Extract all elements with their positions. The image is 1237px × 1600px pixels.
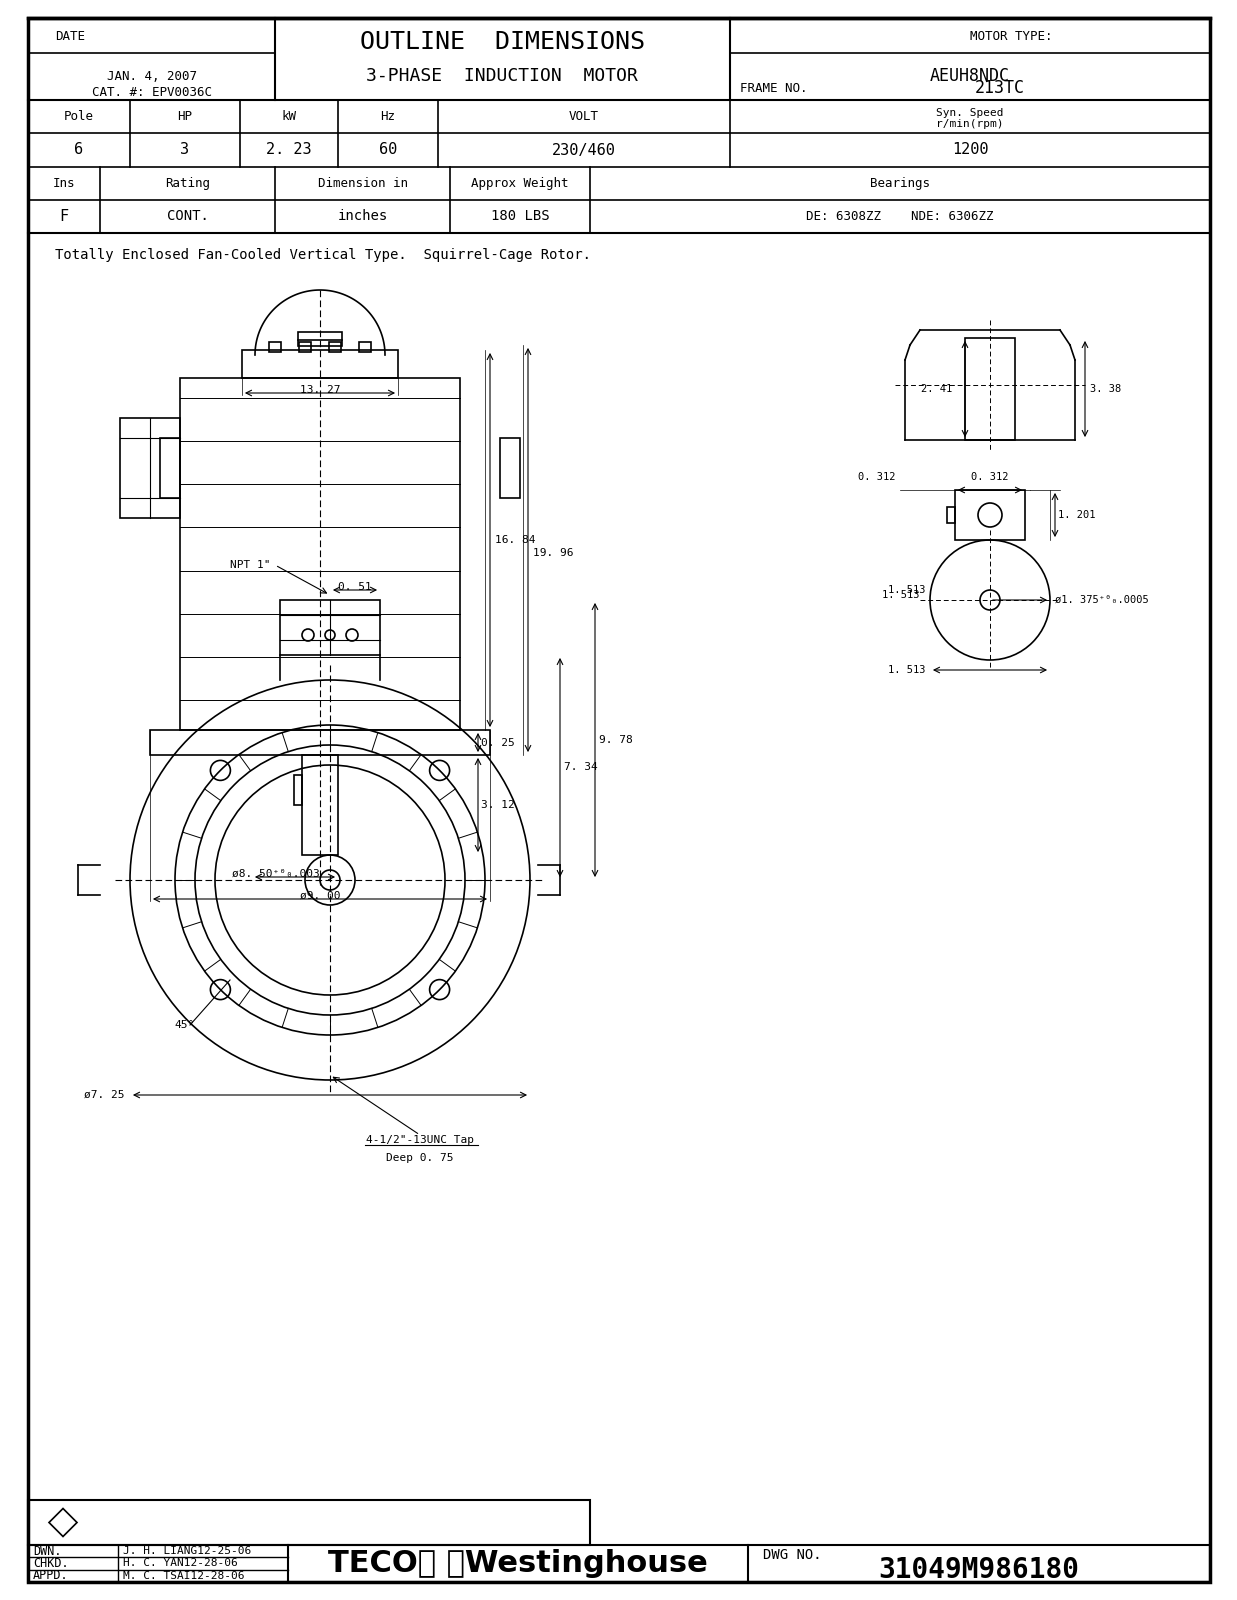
- Text: kW: kW: [282, 110, 297, 123]
- Text: 2. 41: 2. 41: [920, 384, 952, 394]
- Text: ø9. 00: ø9. 00: [299, 891, 340, 901]
- Text: J. H. LIANG12-25-06: J. H. LIANG12-25-06: [122, 1546, 251, 1557]
- Text: CAT. #: EPV0036C: CAT. #: EPV0036C: [92, 85, 212, 99]
- Text: 7. 34: 7. 34: [564, 763, 597, 773]
- Bar: [359, 342, 371, 352]
- Text: 3-PHASE  INDUCTION  MOTOR: 3-PHASE INDUCTION MOTOR: [366, 67, 638, 85]
- Text: OUTLINE  DIMENSIONS: OUTLINE DIMENSIONS: [360, 30, 644, 54]
- Text: 45°: 45°: [174, 1021, 195, 1030]
- Bar: [298, 333, 341, 346]
- Text: 1. 513: 1. 513: [887, 586, 925, 595]
- Text: Totally Enclosed Fan-Cooled Vertical Type.  Squirrel-Cage Rotor.: Totally Enclosed Fan-Cooled Vertical Typ…: [54, 248, 591, 262]
- Text: 213TC: 213TC: [975, 78, 1025, 98]
- Text: CONT.: CONT.: [167, 210, 209, 224]
- Text: 16. 84: 16. 84: [495, 534, 536, 546]
- Text: 3. 38: 3. 38: [1090, 384, 1121, 394]
- Text: ø1. 375⁺⁰₀.0005: ø1. 375⁺⁰₀.0005: [1055, 595, 1149, 605]
- Text: 0. 312: 0. 312: [857, 472, 896, 482]
- Text: F: F: [59, 210, 68, 224]
- Text: 230/460: 230/460: [552, 142, 616, 157]
- Text: Dimension in: Dimension in: [318, 178, 407, 190]
- Text: 1. 513: 1. 513: [887, 666, 925, 675]
- Text: Deep 0. 75: Deep 0. 75: [386, 1154, 454, 1163]
- Text: Ins: Ins: [53, 178, 75, 190]
- Text: ø8. 50⁺⁰₀.003: ø8. 50⁺⁰₀.003: [233, 869, 320, 878]
- Text: ø7. 25: ø7. 25: [84, 1090, 125, 1101]
- Text: 3: 3: [181, 142, 189, 157]
- Text: inches: inches: [338, 210, 387, 224]
- Text: 3. 12: 3. 12: [481, 800, 515, 810]
- Text: MOTOR TYPE:: MOTOR TYPE:: [970, 29, 1053, 43]
- Text: 6: 6: [74, 142, 84, 157]
- Bar: [965, 338, 1016, 440]
- Text: DWG NO.: DWG NO.: [763, 1547, 821, 1562]
- Text: Hz: Hz: [381, 110, 396, 123]
- Text: 2. 23: 2. 23: [266, 142, 312, 157]
- Bar: [120, 418, 181, 518]
- Text: Rating: Rating: [165, 178, 210, 190]
- Text: DE: 6308ZZ    NDE: 6306ZZ: DE: 6308ZZ NDE: 6306ZZ: [807, 210, 993, 222]
- Bar: [299, 342, 310, 352]
- Bar: [948, 507, 955, 523]
- Bar: [28, 1501, 590, 1546]
- Text: Bearings: Bearings: [870, 178, 930, 190]
- Text: HP: HP: [177, 110, 193, 123]
- Text: 60: 60: [379, 142, 397, 157]
- Text: H. C. YAN12-28-06: H. C. YAN12-28-06: [122, 1558, 238, 1568]
- Bar: [500, 438, 520, 498]
- Text: VOLT: VOLT: [569, 110, 599, 123]
- Text: APPD.: APPD.: [33, 1570, 68, 1582]
- Text: 0. 312: 0. 312: [971, 472, 1008, 482]
- Text: DWN.: DWN.: [33, 1544, 62, 1558]
- Text: 0. 25: 0. 25: [481, 738, 515, 747]
- Bar: [160, 438, 181, 498]
- Text: 180 LBS: 180 LBS: [491, 210, 549, 224]
- Text: Approx Weight: Approx Weight: [471, 178, 569, 190]
- Text: 31049M986180: 31049M986180: [878, 1555, 1080, 1584]
- Text: DATE: DATE: [54, 29, 85, 43]
- Bar: [150, 730, 490, 755]
- Text: TECOⓇ ⓈWestinghouse: TECOⓇ ⓈWestinghouse: [328, 1549, 708, 1578]
- Text: JAN. 4, 2007: JAN. 4, 2007: [106, 70, 197, 83]
- Text: 9. 78: 9. 78: [599, 734, 633, 746]
- Text: 1. 201: 1. 201: [1058, 510, 1096, 520]
- Text: NPT 1": NPT 1": [230, 560, 270, 570]
- Bar: [280, 600, 380, 654]
- Text: M. C. TSAI12-28-06: M. C. TSAI12-28-06: [122, 1571, 245, 1581]
- Text: Syn. Speed
r/min(rpm): Syn. Speed r/min(rpm): [936, 107, 1003, 130]
- Bar: [302, 755, 338, 854]
- Text: FRAME NO.: FRAME NO.: [740, 82, 808, 94]
- Text: 4-1/2"-13UNC Tap: 4-1/2"-13UNC Tap: [366, 1134, 474, 1146]
- Text: AEUH8NDC: AEUH8NDC: [930, 67, 1009, 85]
- Text: 13. 27: 13. 27: [299, 386, 340, 395]
- Text: CHKD.: CHKD.: [33, 1557, 68, 1570]
- Text: Pole: Pole: [64, 110, 94, 123]
- Text: 1200: 1200: [951, 142, 988, 157]
- Text: 19. 96: 19. 96: [533, 547, 574, 557]
- Text: 1. 513: 1. 513: [882, 590, 920, 600]
- Bar: [28, 1546, 1210, 1582]
- Bar: [181, 378, 460, 730]
- Text: 0. 51: 0. 51: [338, 582, 372, 592]
- Bar: [268, 342, 281, 352]
- Bar: [242, 350, 398, 378]
- Bar: [294, 774, 302, 805]
- Bar: [955, 490, 1025, 541]
- Bar: [329, 342, 341, 352]
